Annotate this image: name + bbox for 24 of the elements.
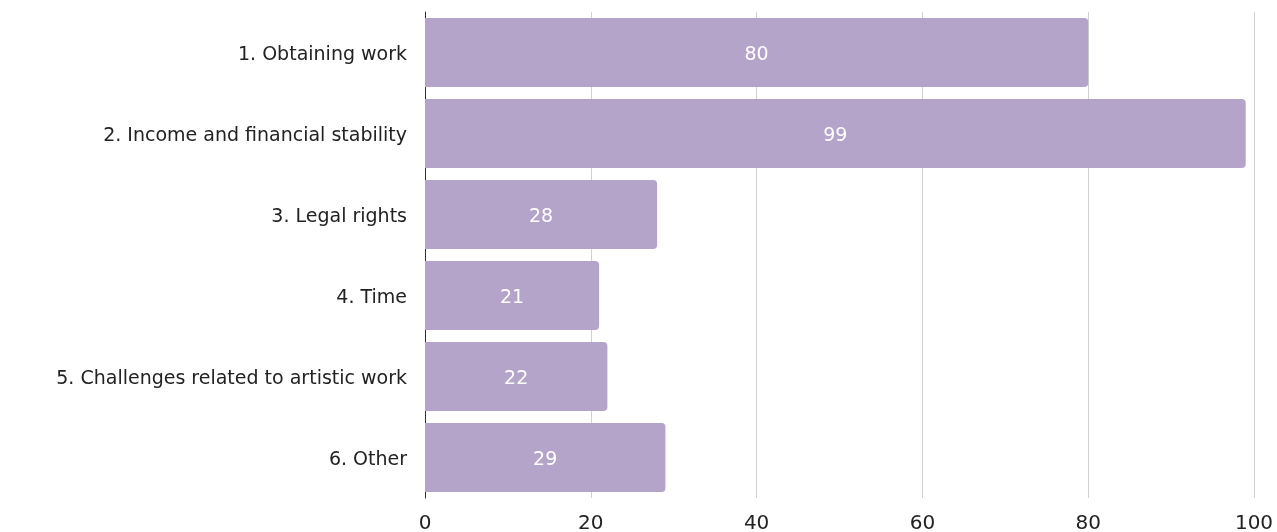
bar	[425, 423, 666, 492]
data-label: 29	[533, 446, 558, 469]
data-label: 99	[823, 122, 848, 145]
bar	[425, 99, 1246, 168]
bar	[425, 180, 658, 249]
y-tick-label: 4. Time	[336, 284, 407, 307]
y-tick-label: 2. Income and financial stability	[103, 122, 407, 145]
bar	[425, 342, 608, 411]
data-label: 28	[528, 203, 554, 226]
y-tick-label: 3. Legal rights	[271, 203, 407, 226]
bar	[425, 18, 1089, 87]
x-tick-label: 80	[1075, 510, 1101, 532]
y-tick-label: 6. Other	[328, 446, 408, 469]
x-tick-label: 100	[1234, 510, 1274, 532]
data-label: 21	[499, 284, 525, 307]
x-tick-label: 60	[909, 510, 936, 532]
bar	[425, 261, 600, 330]
y-tick-label: 5. Challenges related to artistic work	[56, 365, 407, 388]
y-tick-label: 1. Obtaining work	[238, 41, 407, 64]
x-tick-label: 40	[743, 510, 770, 532]
data-label: 80	[744, 41, 769, 64]
x-tick-label: 20	[578, 510, 604, 532]
data-label: 22	[504, 365, 529, 388]
x-tick-label: 0	[418, 510, 432, 532]
